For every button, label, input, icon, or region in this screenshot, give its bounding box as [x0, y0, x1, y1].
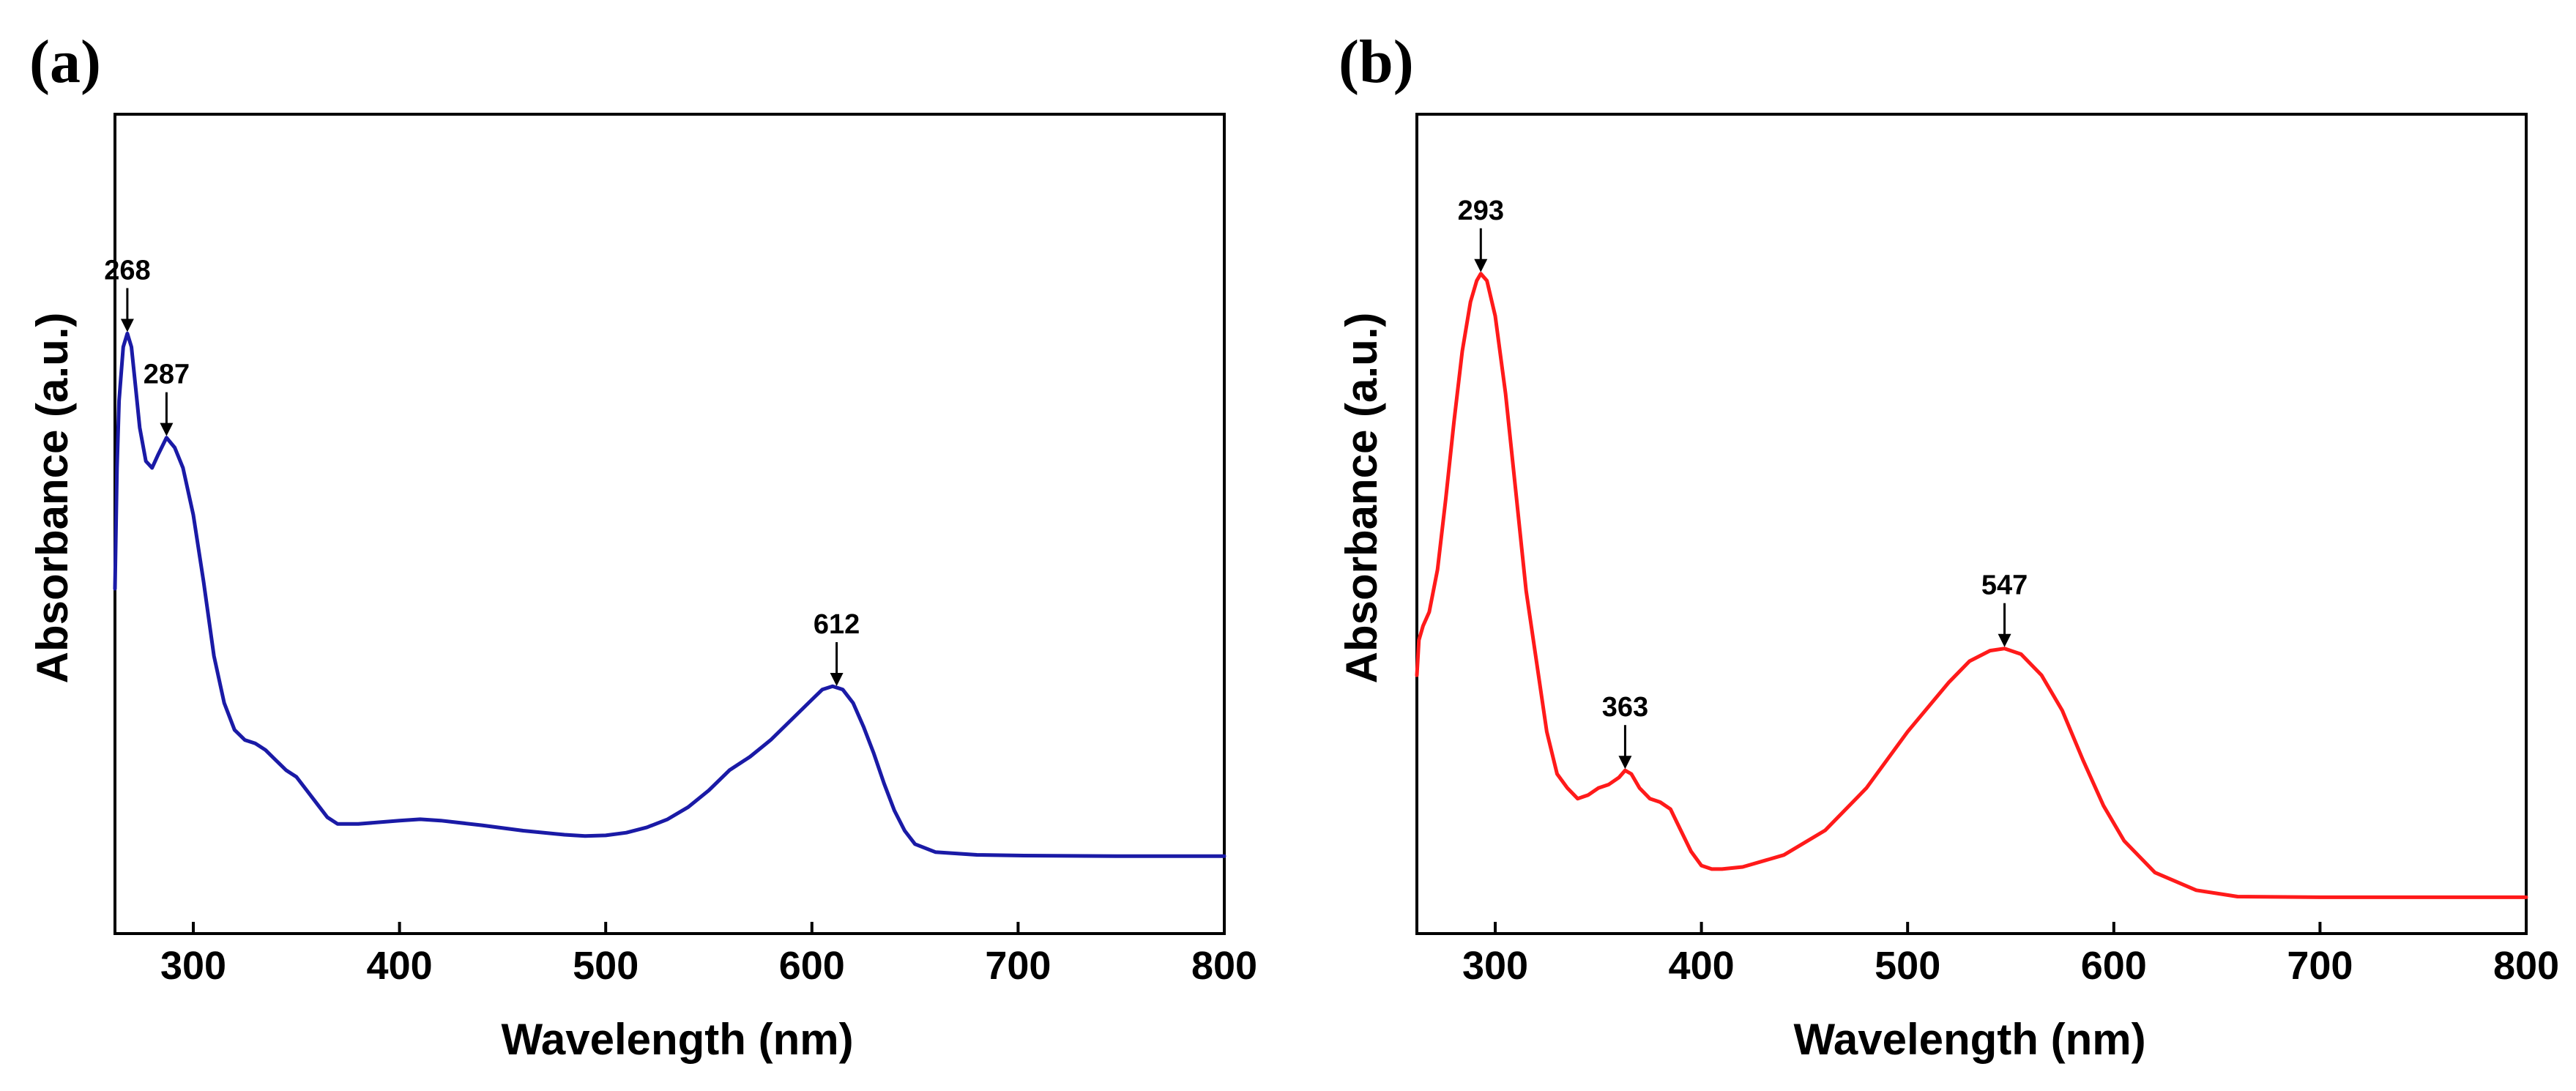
- peak-arrow-head: [1618, 756, 1632, 770]
- panel-a-x-tick-label: 500: [573, 944, 639, 988]
- peak-arrow-head: [830, 673, 844, 687]
- peak-annotation-612: 612: [814, 609, 860, 687]
- panel-a-x-axis-title: Wavelength (nm): [501, 1015, 853, 1064]
- panel-a: (a) Absorbance (a.u.) Wavelength (nm) 30…: [28, 28, 1257, 1064]
- panel-b-x-tick-label: 500: [1875, 944, 1940, 988]
- peak-arrow-head: [120, 319, 134, 332]
- panel-a-x-tick-labels: 300 400 500 600 700 800: [160, 944, 1257, 988]
- panel-b-label: (b): [1339, 28, 1414, 96]
- panel-a-series: [113, 331, 1226, 858]
- panel-a-x-ticks: [192, 922, 1226, 934]
- peak-label: 547: [1981, 570, 2028, 601]
- panel-b: (b) Absorbance (a.u.) Wavelength (nm) 30…: [1337, 28, 2559, 1064]
- peak-annotation-287: 287: [144, 360, 190, 436]
- panel-a-y-axis-title: Absorbance (a.u.): [28, 313, 77, 684]
- panel-b-plot-frame: [1415, 113, 2528, 935]
- panel-a-x-tick-label: 700: [985, 944, 1051, 988]
- panel-a-absorbance-line: [113, 331, 1226, 858]
- panel-b-x-tick-label: 600: [2081, 944, 2147, 988]
- peak-label: 268: [104, 255, 150, 286]
- peak-label: 287: [144, 360, 190, 390]
- panel-b-x-tick-label: 300: [1462, 944, 1528, 988]
- peak-annotation-547: 547: [1981, 570, 2028, 647]
- panel-a-x-tick-label: 800: [1191, 944, 1257, 988]
- peak-label: 612: [814, 609, 860, 640]
- panel-a-annotations: 268 287 612: [104, 255, 860, 687]
- panel-a-x-tick-label: 400: [367, 944, 433, 988]
- panel-b-x-ticks: [1494, 922, 2528, 934]
- panel-b-absorbance-line: [1415, 272, 2528, 899]
- panel-b-series: [1415, 272, 2528, 899]
- panel-b-annotations: 293 363 547: [1458, 196, 2028, 770]
- panel-b-x-tick-label: 700: [2287, 944, 2353, 988]
- peak-label: 293: [1458, 196, 1504, 226]
- panel-a-x-tick-label: 600: [779, 944, 845, 988]
- panel-b-x-tick-label: 800: [2493, 944, 2559, 988]
- panel-a-x-tick-label: 300: [160, 944, 226, 988]
- peak-arrow-head: [160, 422, 174, 436]
- peak-arrow-head: [1998, 633, 2011, 647]
- panel-b-x-axis-title: Wavelength (nm): [1793, 1015, 2145, 1064]
- panel-b-x-tick-label: 400: [1669, 944, 1735, 988]
- peak-annotation-363: 363: [1602, 692, 1648, 770]
- panel-a-label: (a): [29, 28, 101, 96]
- peak-annotation-268: 268: [104, 255, 151, 332]
- peak-arrow-head: [1474, 258, 1488, 272]
- panel-b-y-axis-title: Absorbance (a.u.): [1337, 313, 1386, 684]
- peak-label: 363: [1602, 692, 1648, 723]
- panel-b-x-tick-labels: 300 400 500 600 700 800: [1462, 944, 2559, 988]
- panel-a-plot-frame: [113, 113, 1226, 935]
- peak-annotation-293: 293: [1458, 196, 1504, 272]
